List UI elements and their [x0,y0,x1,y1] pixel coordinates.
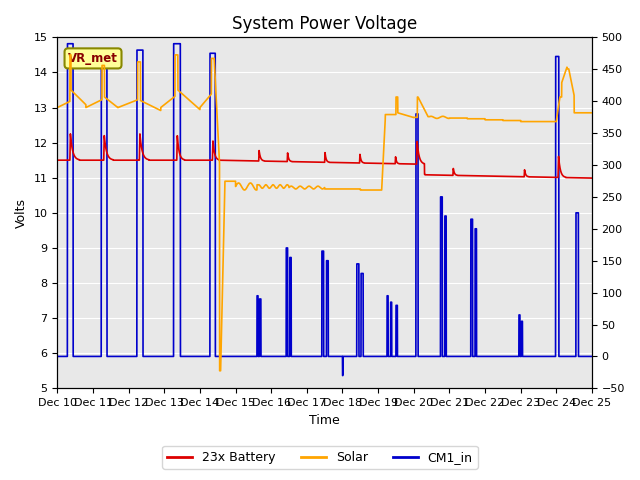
X-axis label: Time: Time [309,414,340,427]
Text: VR_met: VR_met [68,52,118,65]
Title: System Power Voltage: System Power Voltage [232,15,417,33]
Legend: 23x Battery, Solar, CM1_in: 23x Battery, Solar, CM1_in [163,446,477,469]
Y-axis label: Volts: Volts [15,198,28,228]
